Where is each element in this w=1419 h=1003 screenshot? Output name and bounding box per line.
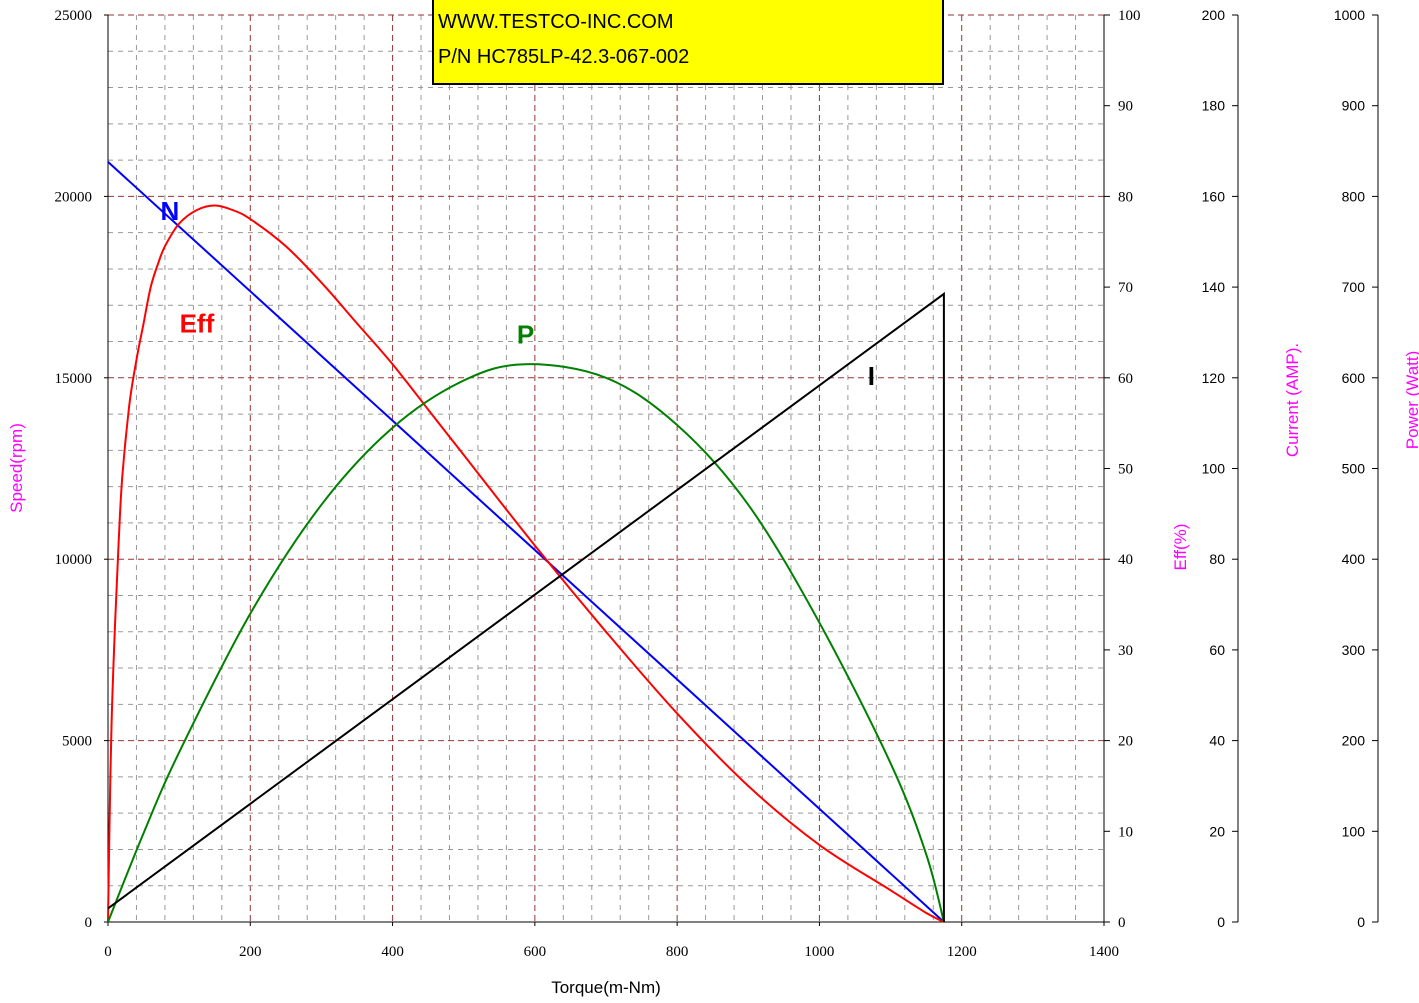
current-tick-label: 120 xyxy=(1202,370,1226,386)
series-line-n xyxy=(107,161,945,923)
speed-axis-title: Speed(rpm) xyxy=(7,423,26,513)
series-label-eff: Eff xyxy=(180,308,215,338)
x-tick-label: 1400 xyxy=(1089,944,1119,960)
eff-tick-label: 60 xyxy=(1118,371,1133,387)
power-tick-label: 400 xyxy=(1342,551,1366,567)
series-line-p xyxy=(107,363,945,923)
x-tick-label: 600 xyxy=(524,944,547,960)
power-tick-label: 100 xyxy=(1342,823,1366,839)
power-tick-label: 0 xyxy=(1357,914,1365,930)
power-tick-label: 700 xyxy=(1342,279,1366,295)
eff-axis-title: Eff(%) xyxy=(1171,524,1190,571)
power-tick-label: 900 xyxy=(1342,98,1366,114)
current-tick-label: 200 xyxy=(1202,7,1226,23)
series-labels: N Eff P I xyxy=(161,196,875,391)
eff-tick-label: 20 xyxy=(1118,734,1133,750)
x-tick-label: 1200 xyxy=(947,944,977,960)
series-label-i: I xyxy=(868,361,875,391)
x-tick-label: 0 xyxy=(104,944,112,960)
current-tick-label: 100 xyxy=(1202,461,1226,477)
speed-tick-label: 15000 xyxy=(55,371,93,387)
power-axis-title: Power (Watt) xyxy=(1403,351,1419,450)
eff-tick-label: 100 xyxy=(1118,8,1141,24)
power-tick-label: 300 xyxy=(1342,642,1366,658)
info-box: WWW.TESTCO-INC.COM P/N HC785LP-42.3-067-… xyxy=(432,0,944,85)
eff-tick-label: 70 xyxy=(1118,280,1133,296)
eff-tick-label: 80 xyxy=(1118,189,1133,205)
speed-tick-label: 20000 xyxy=(55,189,93,205)
power-tick-label: 1000 xyxy=(1334,7,1365,23)
axes: 0 200 400 600 800 1000 1200 1400050001000015000… xyxy=(7,7,1419,960)
series-lines xyxy=(107,161,945,923)
current-tick-label: 140 xyxy=(1202,279,1226,295)
x-tick-label: 1000 xyxy=(804,944,834,960)
current-tick-label: 80 xyxy=(1209,551,1225,567)
power-tick-label: 600 xyxy=(1342,370,1366,386)
current-tick-label: 40 xyxy=(1209,733,1225,749)
eff-tick-label: 50 xyxy=(1118,462,1133,478)
info-line-3: P/N HC785LP-42.3-067-002 xyxy=(438,46,689,68)
info-box-background xyxy=(432,0,944,85)
speed-tick-label: 5000 xyxy=(62,734,92,750)
power-tick-label: 800 xyxy=(1342,188,1366,204)
current-tick-label: 160 xyxy=(1202,188,1226,204)
speed-tick-label: 10000 xyxy=(55,552,93,568)
speed-tick-label: 25000 xyxy=(55,8,93,24)
x-tick-label: 800 xyxy=(666,944,689,960)
current-tick-label: 0 xyxy=(1217,914,1225,930)
x-axis-title: Torque(m-Nm) xyxy=(551,978,661,997)
series-label-n: N xyxy=(161,196,180,226)
info-line-2: WWW.TESTCO-INC.COM xyxy=(438,11,674,33)
series-line-i xyxy=(107,291,945,922)
eff-tick-label: 30 xyxy=(1118,643,1133,659)
current-tick-label: 20 xyxy=(1209,823,1225,839)
current-axis-title: Current (AMP). xyxy=(1283,343,1302,457)
series-line-eff xyxy=(107,204,945,923)
x-tick-label: 400 xyxy=(381,944,404,960)
power-tick-label: 500 xyxy=(1342,461,1366,477)
eff-tick-label: 0 xyxy=(1118,915,1126,931)
eff-tick-label: 40 xyxy=(1118,552,1133,568)
eff-tick-label: 90 xyxy=(1118,99,1133,115)
grid xyxy=(108,14,1104,922)
speed-tick-label: 0 xyxy=(85,915,93,931)
series-label-p: P xyxy=(517,319,534,349)
current-tick-label: 60 xyxy=(1209,642,1225,658)
current-tick-label: 180 xyxy=(1202,98,1226,114)
power-tick-label: 200 xyxy=(1342,733,1366,749)
x-tick-label: 200 xyxy=(239,944,262,960)
eff-tick-label: 10 xyxy=(1118,824,1133,840)
